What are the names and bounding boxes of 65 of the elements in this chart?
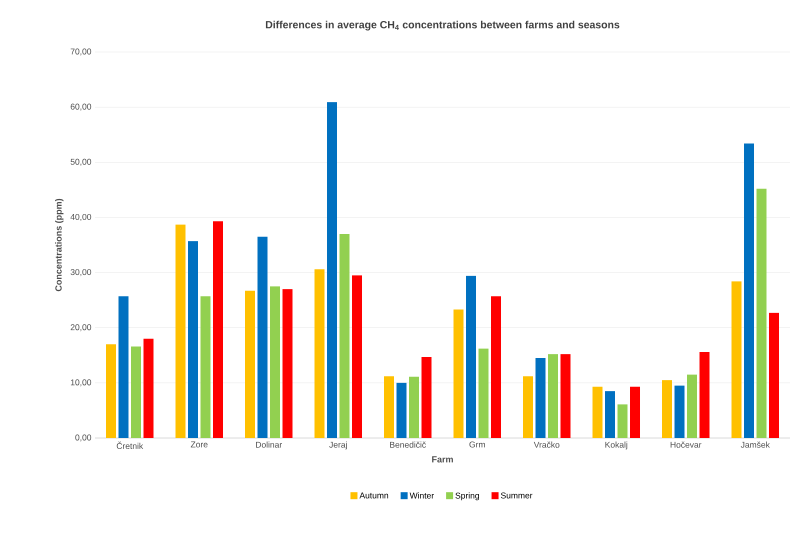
legend-label: Winter [410,492,434,499]
bar [245,290,255,438]
bar [106,344,116,438]
x-tick-label: Jamšek [740,442,770,448]
bar [188,241,198,438]
x-tick-label: Zore [190,442,208,448]
bar [687,374,698,438]
bar [732,281,742,438]
y-tick-label: 70,00 [70,48,92,56]
bar [756,188,767,438]
bar [213,221,223,438]
legend-label: Summer [500,492,532,498]
bar [536,358,546,438]
bar [422,356,432,438]
bar [340,234,350,438]
y-tick-label: 40,00 [70,214,92,221]
bar [491,296,502,438]
bar [384,376,394,438]
bar [478,348,489,438]
x-tick-label: Benedičič [390,442,426,448]
y-tick-label: 50,00 [70,158,92,166]
legend-label: Spring [455,492,480,500]
y-tick-label: 20,00 [70,324,92,332]
bar [352,275,362,438]
bar [144,338,154,438]
x-tick-label: Jeraj [329,442,347,450]
bar [270,286,280,438]
x-tick-label: Vračko [534,442,560,448]
bar [466,276,476,438]
bar [700,352,710,438]
bar [258,236,268,438]
bar [409,376,420,438]
bar [200,296,210,438]
y-tick-label: 10,00 [70,379,92,386]
bar [630,386,640,438]
bar [523,376,534,438]
bar [605,391,616,438]
bar [396,382,407,438]
bar [560,354,571,438]
chart-title: Differences in average CH$_{4}$ concentrations between farms and seasons [266,20,620,31]
x-axis-title: Farm [432,456,453,463]
y-axis-title: Concentrations (ppm) [55,198,64,292]
bar [327,102,338,438]
bar [744,144,754,438]
bar [314,269,325,438]
x-tick-label: Kokalj [605,442,628,450]
legend-label: Autumn [359,492,388,498]
y-tick-label: 60,00 [70,104,92,111]
bar [282,289,293,438]
bar [662,380,672,438]
bar [592,386,603,438]
bar [548,354,558,438]
y-tick-label: 30,00 [70,269,92,276]
bar [674,386,685,438]
y-tick-label: 0,00 [75,434,92,442]
bar [618,404,628,438]
x-tick-label: Čretnik [116,442,144,449]
x-tick-label: Dolinar [256,442,282,448]
x-tick-label: Grm [469,442,485,448]
bar [454,310,464,438]
bar [118,296,128,438]
x-tick-label: Hočevar [670,442,702,448]
bar [769,312,780,438]
bar [176,224,186,438]
bar [131,346,141,438]
